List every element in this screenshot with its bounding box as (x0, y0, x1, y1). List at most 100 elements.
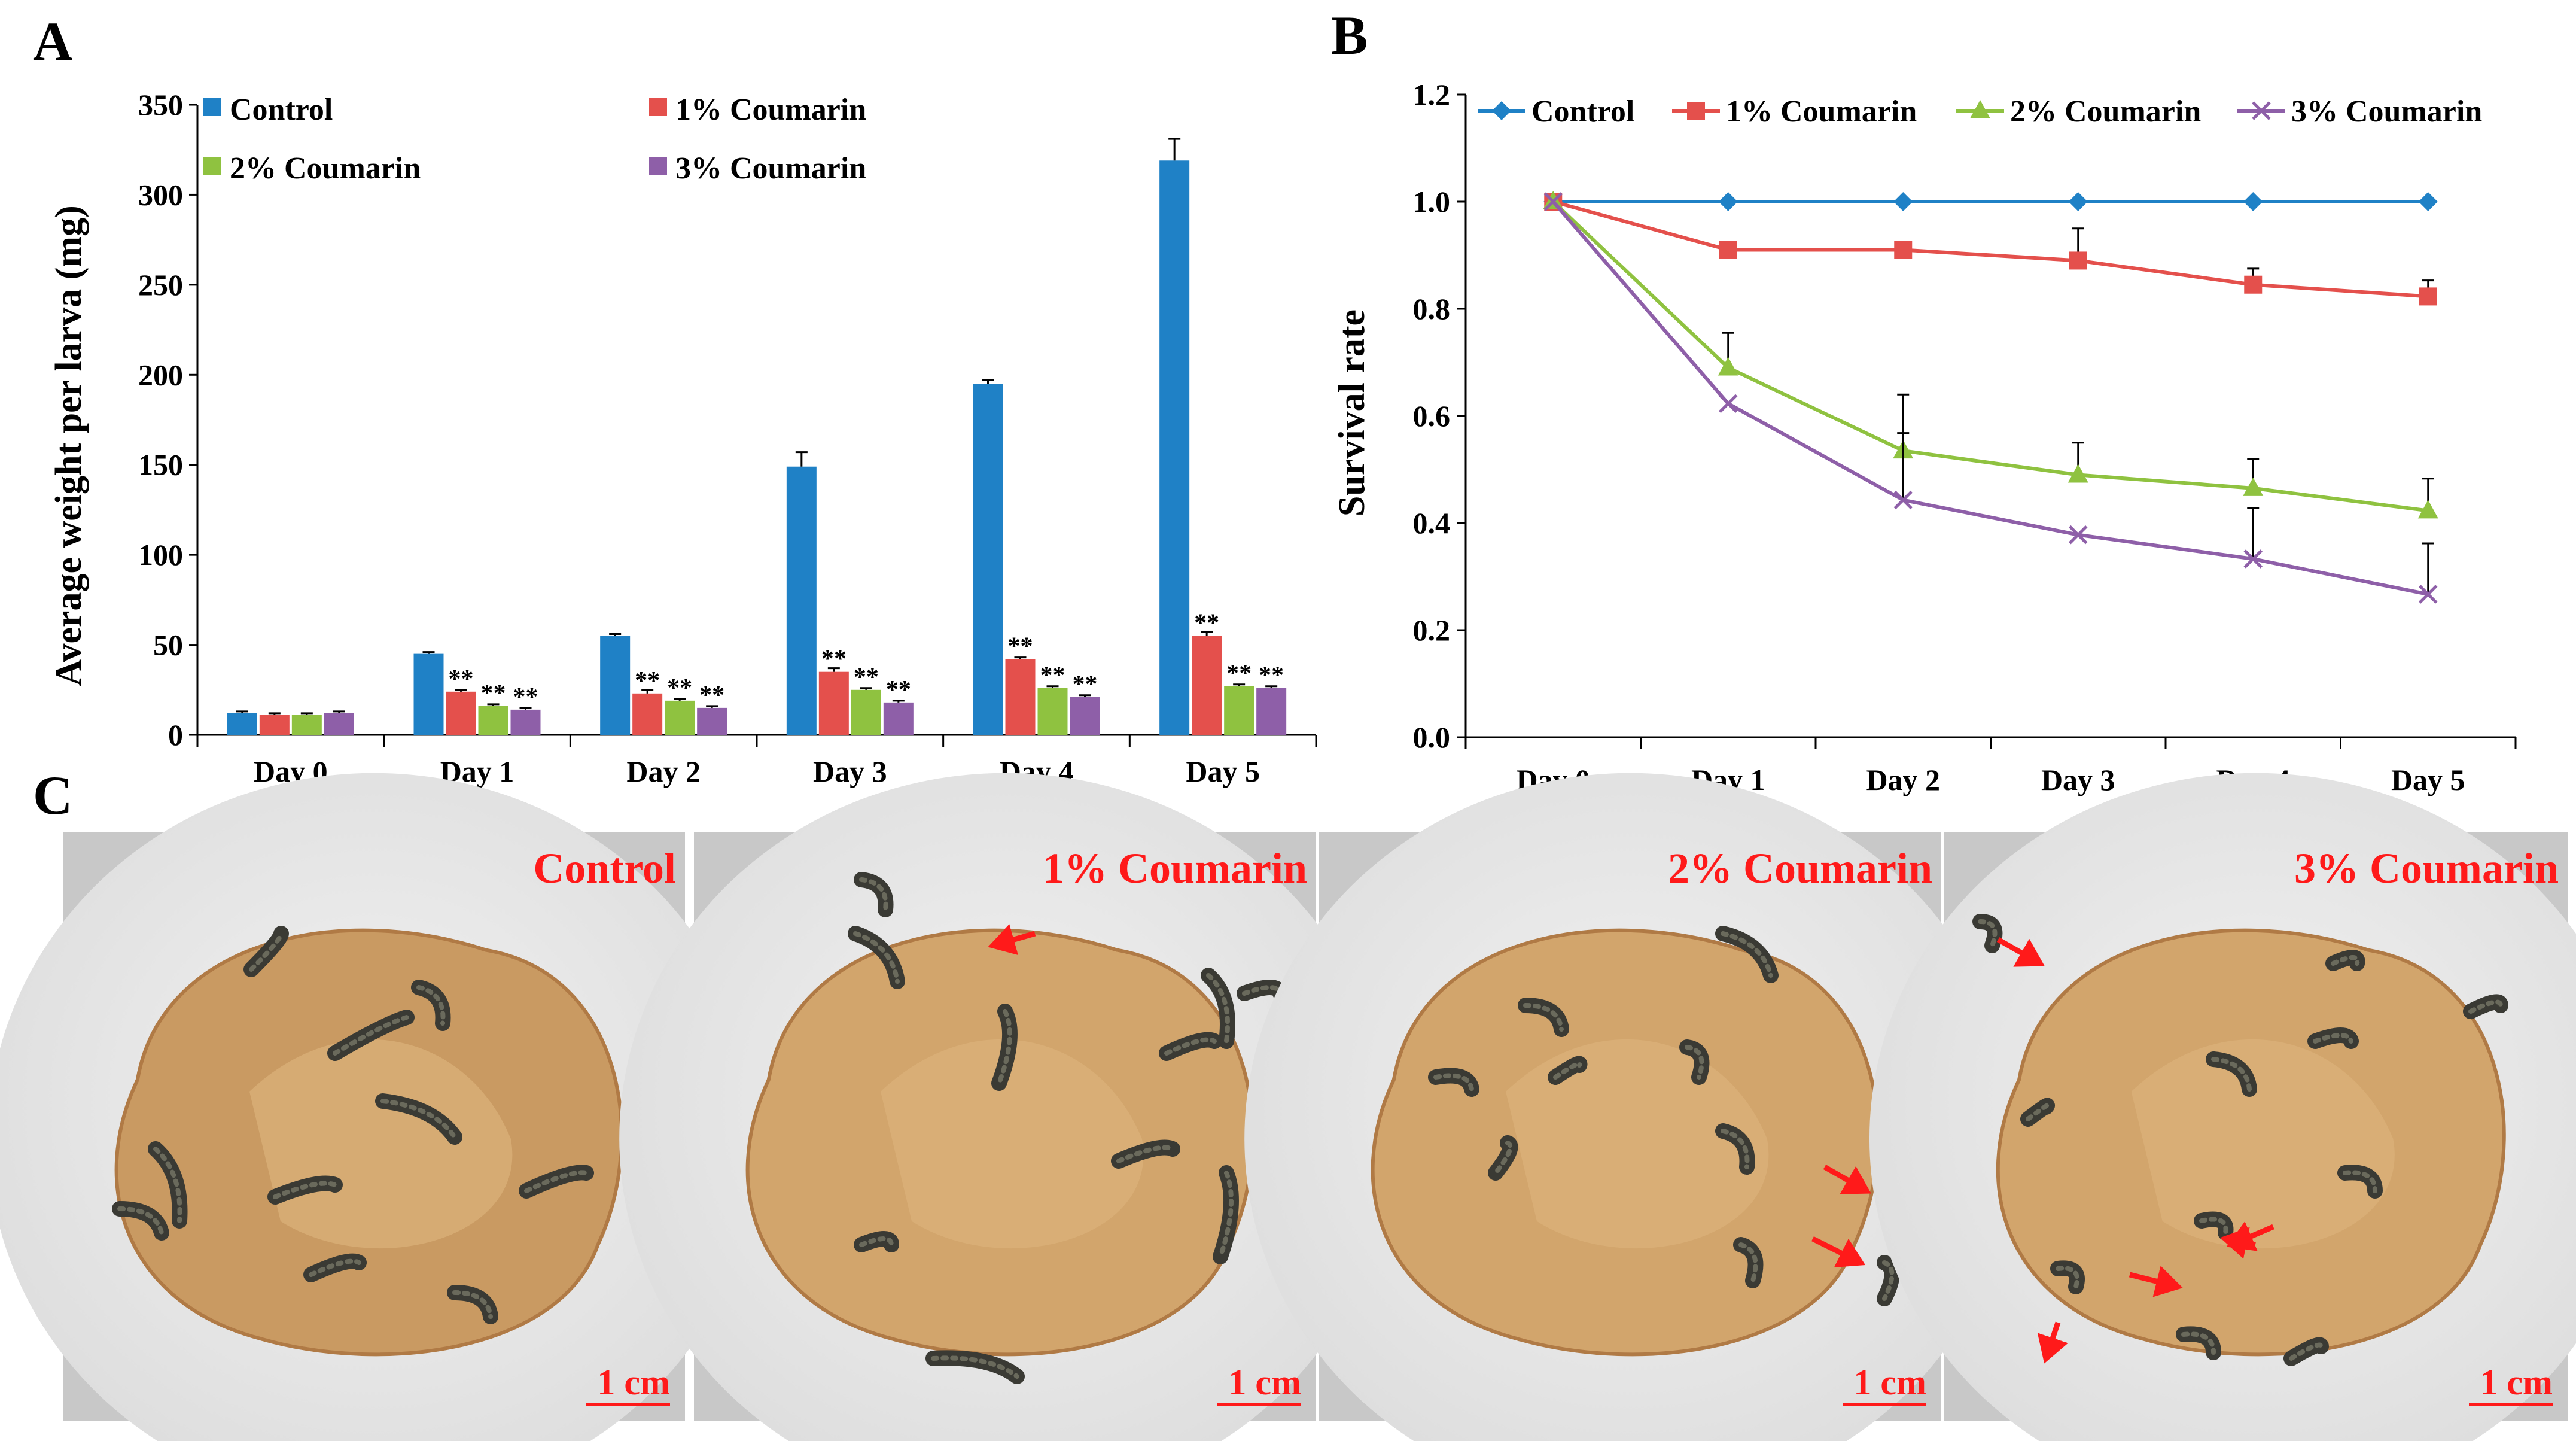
larva-stripe (380, 1099, 457, 1139)
significance-label: ** (886, 676, 911, 704)
larva-stripe (1685, 1045, 1704, 1080)
chart-a-bars: ** **** ****** ** ** ** **** ** ** ** ** (227, 138, 1287, 735)
dead-larva-arrow (988, 924, 1036, 956)
larva-stripe (1882, 1260, 1895, 1301)
panel-a-letter: A (33, 11, 72, 72)
y-tick-label: 350 (138, 88, 183, 121)
marker-x (2068, 525, 2088, 545)
series-line (1551, 200, 2429, 596)
y-tick-label: 0.4 (1413, 506, 1451, 540)
marker-x (2418, 585, 2438, 604)
significance-label: ** (1008, 633, 1033, 661)
significance-label: ** (449, 665, 474, 693)
marker-square (1894, 241, 1913, 259)
larval-diet-highlight (2131, 1039, 2395, 1249)
dead-larva-arrow (2220, 1227, 2256, 1259)
dead-larva-arrow (2129, 1266, 2183, 1297)
larva-stripe (249, 931, 284, 972)
larva-stripe (1493, 1141, 1513, 1175)
significance-label: ** (1040, 662, 1065, 689)
series-line (1552, 200, 2428, 299)
x-tick-label: Day 3 (813, 755, 887, 788)
marker-diamond (2418, 192, 2438, 211)
larval-diet-highlight (1506, 1039, 1769, 1249)
marker-square (2419, 287, 2437, 306)
larva-stripe (1978, 919, 1998, 948)
marker-x (2252, 101, 2271, 120)
chart-a-ylabel: Average weight per larva (mg) (48, 205, 89, 686)
photo-1-percent-coumarin: 1% Coumarin 1 cm (619, 773, 1391, 1441)
photo-label: 3% Coumarin (2294, 844, 2559, 892)
marker-triangle (2417, 500, 2438, 519)
larva-stripe (1738, 1242, 1758, 1283)
y-tick-label: 0 (168, 718, 183, 752)
bar (1224, 686, 1254, 735)
larva-stripe (1164, 1037, 1217, 1056)
bar (1159, 160, 1190, 735)
x-tick-label: Day 5 (1186, 755, 1260, 788)
marker-x (1718, 394, 1738, 414)
significance-label: ** (667, 674, 692, 702)
larva-stripe (309, 1258, 361, 1277)
larva-stripe (931, 1355, 1019, 1379)
larva-stripe (1206, 973, 1230, 1044)
larval-diet-highlight (249, 1039, 513, 1249)
y-tick-label: 200 (138, 358, 183, 391)
photo-3-percent-coumarin: 3% Coumarin 1 cm (1869, 773, 2576, 1441)
series-line (1552, 200, 2429, 513)
bar (665, 700, 695, 735)
bar (697, 707, 727, 735)
photo-panel: Control 1 cm 1% Coumarin 1 cm 2% Coumarin 1 c… (0, 773, 2576, 1441)
y-tick-label: 0.2 (1413, 613, 1451, 647)
bar (510, 709, 541, 735)
larva-stripe (333, 1015, 409, 1056)
x-tick-label: Day 5 (2391, 763, 2465, 796)
bar (446, 691, 476, 735)
marker-square (1687, 102, 1705, 120)
larva-stripe (997, 1009, 1012, 1086)
dead-larva-arrow (1823, 1165, 1871, 1194)
scale-bar-label: 1 cm (597, 1363, 670, 1402)
larva-stripe (1721, 1129, 1750, 1169)
bar (851, 689, 881, 735)
y-tick-label: 1.0 (1413, 185, 1451, 218)
legend-label: 2% Coumarin (230, 151, 421, 186)
significance-label: ** (513, 683, 538, 711)
bar (1037, 688, 1068, 735)
bar (883, 702, 914, 735)
scale-bar-label: 1 cm (2480, 1363, 2553, 1402)
x-tick-label: Day 2 (626, 755, 701, 788)
larva-stripe (416, 985, 446, 1026)
marker-diamond (1893, 192, 1913, 211)
legend-swatch (649, 98, 667, 116)
significance-label: ** (854, 664, 879, 691)
y-tick-label: 150 (138, 448, 183, 482)
larva-stripe (1553, 1061, 1582, 1080)
larva-stripe (1433, 1073, 1474, 1092)
larva-stripe (2211, 1057, 2252, 1092)
legend-label: 1% Coumarin (1726, 95, 1917, 129)
marker-x (2243, 549, 2263, 569)
y-tick-label: 0.8 (1413, 292, 1451, 326)
panel-b-letter: B (1331, 5, 1368, 66)
legend-swatch (203, 98, 221, 116)
bar (259, 715, 290, 735)
chart-b-lines (1543, 191, 2438, 604)
larva-stripe (853, 931, 900, 984)
marker-x (1893, 490, 1913, 510)
y-tick-label: 0.6 (1413, 399, 1451, 433)
marker-triangle (2068, 464, 2088, 483)
significance-label: ** (635, 667, 660, 695)
significance-label: ** (481, 680, 506, 707)
bar (786, 466, 817, 735)
larva-stripe (1721, 931, 1773, 978)
legend-label: 1% Coumarin (675, 93, 866, 127)
marker-square (1719, 241, 1737, 259)
larva-stripe (859, 877, 888, 912)
larva-stripe (2313, 1033, 2353, 1044)
marker-triangle (1718, 357, 1738, 376)
significance-label: ** (1259, 662, 1284, 689)
scale-bar-label: 1 cm (1853, 1363, 1926, 1402)
bar (1192, 636, 1222, 735)
